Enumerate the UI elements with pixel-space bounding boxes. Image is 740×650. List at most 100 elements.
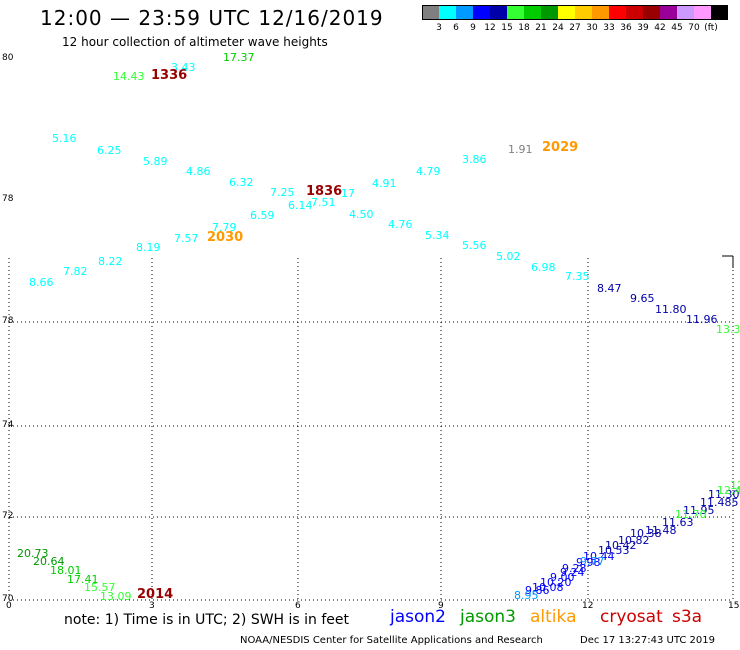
wave-height-label: 11.485 — [700, 496, 739, 509]
lon-label-12: 12 — [582, 601, 594, 611]
wave-height-label: 5.56 — [462, 239, 487, 252]
wave-height-label: 11.63 — [662, 516, 694, 529]
color-swatch — [626, 5, 643, 20]
wave-height-label: 17 — [341, 187, 355, 200]
wave-height-label: 13.09 — [100, 590, 132, 603]
color-swatch — [507, 5, 524, 20]
wave-height-label: 9.00 — [550, 571, 575, 584]
color-swatch — [660, 5, 677, 20]
wave-height-label: 11.70 — [675, 508, 707, 521]
color-scale-tick-label: 24 — [552, 23, 564, 33]
color-scale-tick-label: 21 — [535, 23, 547, 33]
wave-height-label: 4.79 — [416, 165, 441, 178]
wave-height-label: 11.48 — [645, 524, 677, 537]
wave-height-label: 10.38 — [630, 527, 662, 540]
lat-label-78-upper: 78 — [2, 194, 14, 204]
color-swatch — [558, 5, 575, 20]
lon-label-6: 6 — [295, 601, 301, 611]
color-swatch — [609, 5, 626, 20]
wave-height-label: 7.79 — [212, 221, 237, 234]
color-swatch — [490, 5, 507, 20]
wave-height-label: 6.59 — [250, 209, 275, 222]
wave-height-label: 2030 — [207, 230, 244, 245]
wave-height-label: 10.44 — [583, 550, 615, 563]
wave-height-label: 8.66 — [29, 276, 54, 289]
wave-height-label: 7.51 — [311, 196, 336, 209]
wave-height-label: 20.73 — [17, 547, 49, 560]
footer-credit: NOAA/NESDIS Center for Satellite Applica… — [240, 635, 543, 646]
color-scale-tick-label: 9 — [470, 23, 476, 33]
color-swatch — [643, 5, 660, 20]
color-swatch — [524, 5, 541, 20]
wave-height-label: 9.86 — [525, 584, 550, 597]
wave-height-label: 5.02 — [496, 250, 521, 263]
wave-height-label: 6.98 — [531, 261, 556, 274]
wave-height-label: 5.34 — [425, 229, 450, 242]
color-scale-tick-label: 18 — [518, 23, 530, 33]
wave-height-label: 5.16 — [52, 132, 77, 145]
wave-height-label: 10.82 — [618, 534, 650, 547]
color-swatch — [422, 5, 439, 20]
wave-height-label: 17.37 — [223, 51, 255, 64]
wave-height-label: 9.65 — [630, 292, 655, 305]
wave-height-label: 1336 — [151, 68, 188, 83]
wave-height-label: 6.25 — [97, 144, 122, 157]
lat-label-74: 74 — [2, 420, 14, 430]
legend-altika: altika — [530, 607, 577, 627]
color-scale-tick-label: 12 — [484, 23, 496, 33]
color-scale-tick-label: 15 — [501, 23, 513, 33]
wave-height-label: 13.3 — [716, 323, 740, 336]
lon-label-0: 0 — [6, 601, 12, 611]
color-swatch — [439, 5, 456, 20]
wave-height-label: 18.01 — [50, 564, 82, 577]
wave-height-label: 1.91 — [508, 143, 533, 156]
wave-height-label: 8.19 — [136, 241, 161, 254]
legend-cryosat: cryosat — [600, 607, 663, 627]
wave-height-label: 12.46 — [717, 484, 740, 497]
wave-height-label: 10.20 — [540, 576, 572, 589]
wave-height-label: 8.47 — [597, 282, 622, 295]
wave-height-label: 4.50 — [349, 208, 374, 221]
wave-height-label: 2014 — [137, 587, 174, 602]
color-scale-tick-label: 36 — [620, 23, 632, 33]
lon-label-9: 9 — [438, 601, 444, 611]
wave-height-label: 1836 — [306, 184, 343, 199]
wave-height-label: 9.77 — [580, 555, 605, 568]
wave-height-label: 11.95 — [683, 504, 715, 517]
color-swatch — [541, 5, 558, 20]
color-scale-tick-label: 3 — [436, 23, 442, 33]
color-scale-tick-label: 33 — [603, 23, 615, 33]
lat-label-70: 70 — [2, 594, 14, 604]
color-scale-unit: (ft) — [704, 23, 718, 33]
wave-height-label: 10.08 — [532, 581, 564, 594]
legend-jason3: jason3 — [460, 607, 516, 627]
wave-height-label: 5.89 — [143, 155, 168, 168]
wave-height-label: 11.80 — [655, 303, 687, 316]
color-scale-tick-label: 42 — [654, 23, 666, 33]
color-swatch — [473, 5, 490, 20]
color-scale-tick-label: 39 — [637, 23, 649, 33]
wave-height-label: 17.41 — [67, 573, 99, 586]
lon-label-3: 3 — [149, 601, 155, 611]
wave-height-label: 7.57 — [174, 232, 199, 245]
wave-height-label: 9.28 — [562, 562, 587, 575]
footer-timestamp: Dec 17 13:27:43 UTC 2019 — [580, 635, 715, 646]
wave-height-label: 4.91 — [372, 177, 397, 190]
wave-height-label: 11.96 — [686, 313, 718, 326]
color-scale-tick-label: 30 — [586, 23, 598, 33]
wave-height-label: 10.42 — [605, 539, 637, 552]
lat-label-72: 72 — [2, 511, 14, 521]
color-scale-tick-label: 45 — [671, 23, 683, 33]
wave-height-label: 8.22 — [98, 255, 123, 268]
color-bar-border — [422, 5, 728, 20]
color-swatch — [711, 5, 728, 20]
wave-height-label: 15.57 — [84, 581, 116, 594]
wave-height-label: 6.14 — [288, 199, 313, 212]
lat-label-78: 78 — [2, 316, 14, 326]
wave-height-label: 11.30 — [708, 488, 740, 501]
wave-height-label: 6.32 — [229, 176, 254, 189]
wave-height-label: 9.24 — [560, 566, 585, 579]
lat-label-80: 80 — [2, 53, 14, 63]
